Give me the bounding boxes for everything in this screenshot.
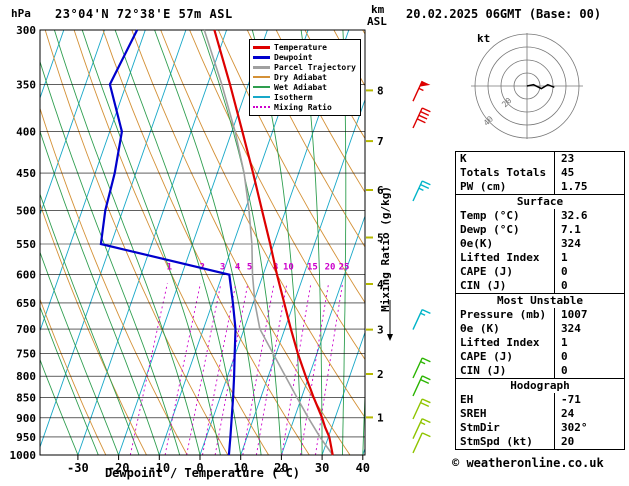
- svg-text:0: 0: [196, 461, 203, 475]
- svg-text:8: 8: [377, 84, 384, 97]
- svg-text:3: 3: [377, 324, 384, 337]
- stat-row-mu-lifted-index: Lifted Index 1: [456, 336, 624, 350]
- stats-section-most-unstable: Most Unstable Pressure (mb) 1007 θe (K) 32…: [455, 293, 625, 379]
- svg-text:25: 25: [339, 263, 350, 273]
- stats-section-surface: Surface Temp (°C) 32.6 Dewp (°C) 7.1 θe(K)…: [455, 194, 625, 294]
- svg-text:650: 650: [16, 297, 36, 310]
- svg-text:2: 2: [377, 368, 384, 381]
- svg-text:1: 1: [377, 411, 384, 424]
- svg-text:600: 600: [16, 269, 36, 282]
- stat-row-surface-temp: Temp (°C) 32.6: [456, 209, 624, 223]
- svg-text:500: 500: [16, 204, 36, 217]
- dewpoint-line-swatch: [253, 55, 270, 59]
- mixing-ratio-axis-label: Mixing Ratio (g/kg): [379, 186, 392, 312]
- stat-row-stmdir: StmDir 302°: [456, 421, 624, 435]
- svg-text:450: 450: [16, 167, 36, 180]
- stats-section-indices: K 23 Totals Totals 45 PW (cm) 1.75: [455, 151, 625, 195]
- svg-text:1: 1: [167, 263, 172, 273]
- svg-text:550: 550: [16, 238, 36, 251]
- run-datetime: 20.02.2025 06GMT (Base: 00): [406, 7, 602, 21]
- section-header-hodograph: Hodograph: [510, 379, 570, 392]
- stat-row-surface-dewp: Dewp (°C) 7.1: [456, 223, 624, 237]
- stat-row-surface-theta-e: θe(K) 324: [456, 237, 624, 251]
- stat-row-k: K 23: [456, 152, 624, 166]
- legend-item-dry-adiabat: Dry Adiabat: [253, 72, 357, 82]
- stat-row-totals-totals: Totals Totals 45: [456, 166, 624, 180]
- svg-text:300: 300: [16, 24, 36, 37]
- svg-text:4: 4: [377, 278, 384, 291]
- svg-text:400: 400: [16, 126, 36, 139]
- pressure-axis-unit: hPa: [11, 7, 31, 20]
- hodograph-unit-label: kt: [477, 32, 491, 45]
- stat-row-surface-cape: CAPE (J) 0: [456, 265, 624, 279]
- stat-row-mu-pressure: Pressure (mb) 1007: [456, 308, 624, 322]
- stats-section-hodograph: Hodograph EH -71 SREH 24 StmDir 302° StmSpd…: [455, 378, 625, 450]
- svg-text:15: 15: [307, 263, 318, 273]
- svg-text:30: 30: [315, 461, 329, 475]
- svg-text:700: 700: [16, 323, 36, 336]
- asl-axis-label: ASL: [367, 15, 387, 28]
- svg-text:-20: -20: [108, 461, 130, 475]
- stat-row-sreh: SREH 24: [456, 407, 624, 421]
- legend-item-mixing-ratio: Mixing Ratio: [253, 102, 357, 112]
- svg-text:750: 750: [16, 347, 36, 360]
- stats-panel: K 23 Totals Totals 45 PW (cm) 1.75 Surface …: [455, 151, 625, 450]
- svg-text:10: 10: [283, 263, 294, 273]
- legend-item-parcel: Parcel Trajectory: [253, 62, 357, 72]
- isotherm-line-swatch: [253, 96, 270, 98]
- legend-item-temperature: Temperature: [253, 42, 357, 52]
- legend-item-dewpoint: Dewpoint: [253, 52, 357, 62]
- copyright-text: © weatheronline.co.uk: [452, 456, 604, 470]
- svg-text:-10: -10: [148, 461, 170, 475]
- stat-row-mu-cape: CAPE (J) 0: [456, 350, 624, 364]
- stat-row-surface-lifted-index: Lifted Index 1: [456, 251, 624, 265]
- svg-text:20: 20: [274, 461, 288, 475]
- stat-row-eh: EH -71: [456, 393, 624, 407]
- svg-text:350: 350: [16, 78, 36, 91]
- svg-text:1000: 1000: [10, 449, 37, 462]
- svg-text:7: 7: [377, 135, 384, 148]
- svg-text:5: 5: [377, 232, 384, 245]
- svg-text:900: 900: [16, 412, 36, 425]
- legend-item-isotherm: Isotherm: [253, 92, 357, 102]
- svg-text:6: 6: [377, 184, 384, 197]
- temperature-line-swatch: [253, 45, 270, 49]
- km-axis-label: km: [371, 3, 385, 16]
- station-title: 23°04'N 72°38'E 57m ASL: [55, 7, 233, 21]
- dry-adiabat-line-swatch: [253, 76, 270, 78]
- stat-row-mu-theta-e: θe (K) 324: [456, 322, 624, 336]
- stat-row-pw: PW (cm) 1.75: [456, 180, 624, 194]
- svg-text:10: 10: [233, 461, 247, 475]
- svg-text:3: 3: [220, 263, 225, 273]
- stat-row-surface-cin: CIN (J) 0: [456, 279, 624, 293]
- section-header-surface: Surface: [516, 195, 564, 208]
- svg-text:20: 20: [325, 263, 336, 273]
- svg-text:5: 5: [247, 263, 252, 273]
- svg-text:-30: -30: [67, 461, 89, 475]
- stat-row-mu-cin: CIN (J) 0: [456, 364, 624, 378]
- svg-text:4: 4: [235, 263, 241, 273]
- legend-item-wet-adiabat: Wet Adiabat: [253, 82, 357, 92]
- svg-text:850: 850: [16, 392, 36, 405]
- mixing-ratio-line-swatch: [253, 106, 270, 108]
- svg-text:40: 40: [356, 461, 370, 475]
- temperature-axis-label: Dewpoint / Temperature (°C): [104, 466, 301, 480]
- svg-text:800: 800: [16, 370, 36, 383]
- stat-row-stmspd: StmSpd (kt) 20: [456, 435, 624, 449]
- section-header-most-unstable: Most Unstable: [496, 294, 584, 307]
- legend: Temperature Dewpoint Parcel Trajectory D…: [249, 39, 361, 116]
- wet-adiabat-line-swatch: [253, 86, 270, 88]
- svg-text:950: 950: [16, 431, 36, 444]
- parcel-line-swatch: [253, 65, 270, 69]
